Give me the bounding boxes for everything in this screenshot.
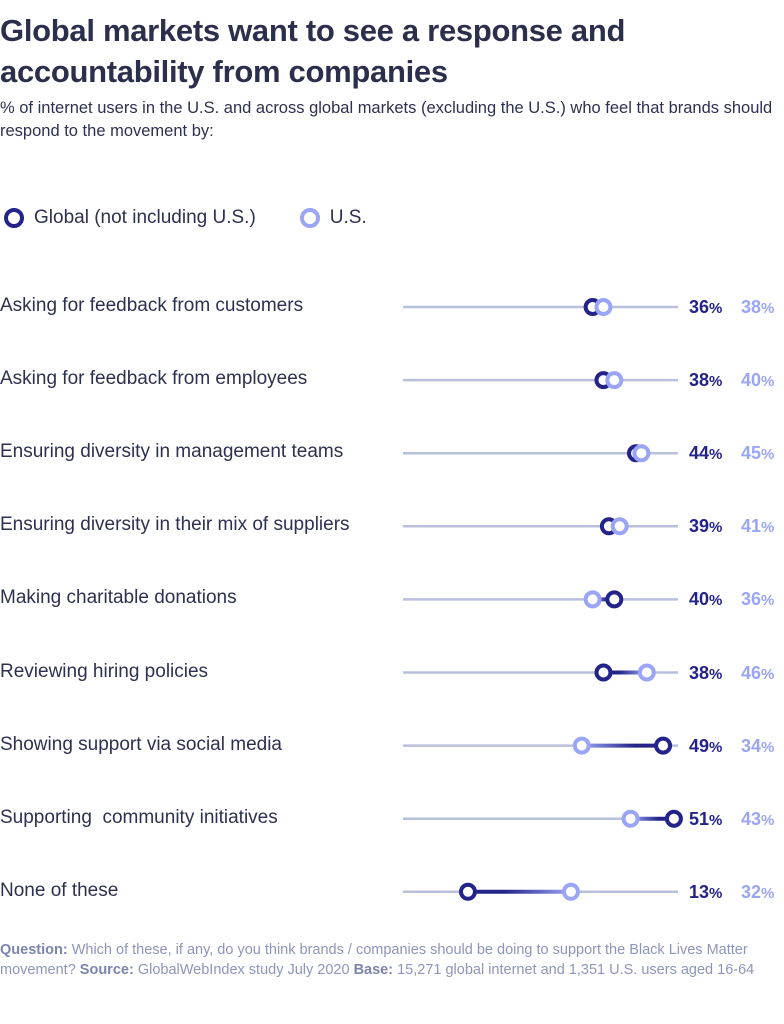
- footer-note: Question: Which of these, if any, do you…: [0, 940, 784, 980]
- percent-sign: %: [761, 738, 775, 756]
- percent-sign: %: [709, 300, 723, 317]
- question-text: Which of these, if any, do you think bra…: [0, 942, 748, 978]
- point-us: [605, 371, 624, 390]
- point-global: [458, 882, 477, 901]
- value-label-global: 38%: [689, 661, 722, 687]
- value-label-us: 40%: [741, 368, 774, 394]
- base-label: Base:: [353, 962, 394, 978]
- category-label: Asking for feedback from employees: [0, 368, 308, 390]
- percent-sign: %: [709, 373, 723, 391]
- value-number: 36: [689, 297, 710, 317]
- percent-sign: %: [761, 884, 775, 902]
- value-label-us: 46%: [741, 661, 774, 687]
- value-label-us: 43%: [741, 807, 774, 833]
- value-label-us: 41%: [741, 514, 774, 540]
- legend-marker-us-icon: [299, 208, 320, 228]
- percent-sign: %: [709, 519, 723, 537]
- value-number: 51: [689, 808, 710, 829]
- value-label-global: 39%: [689, 514, 722, 540]
- value-number: 41: [741, 516, 762, 537]
- value-label-global: 51%: [689, 807, 722, 833]
- value-label-global: 44%: [689, 441, 722, 467]
- point-global: [605, 590, 624, 609]
- value-label-global: 13%: [689, 880, 722, 906]
- value-number: 46: [741, 662, 762, 683]
- category-label: Making charitable donations: [0, 587, 237, 609]
- percent-sign: %: [761, 300, 775, 317]
- base-text: 15,271 global internet and 1,351 U.S. us…: [393, 962, 755, 978]
- value-label-us: 45%: [741, 441, 774, 467]
- chart-subtitle: % of internet users in the U.S. and acro…: [0, 99, 773, 140]
- point-global: [594, 663, 613, 682]
- point-global: [654, 736, 673, 755]
- percent-sign: %: [709, 665, 723, 683]
- legend-item-us: U.S.: [299, 207, 367, 229]
- value-number: 36: [741, 589, 762, 610]
- source-text: GlobalWebIndex study July 2020: [133, 962, 354, 978]
- percent-sign: %: [709, 446, 723, 464]
- value-number: 38: [689, 370, 710, 391]
- value-label-global: 36%: [689, 295, 722, 321]
- legend-marker-global-icon: [4, 208, 24, 228]
- legend-label-global: Global (not including U.S.): [34, 207, 256, 228]
- category-label: Reviewing hiring policies: [0, 660, 209, 682]
- percent-sign: %: [709, 592, 723, 610]
- value-label-us: 36%: [741, 587, 774, 613]
- value-number: 49: [689, 735, 710, 756]
- value-number: 38: [689, 662, 710, 683]
- value-label-us: 34%: [741, 734, 774, 760]
- percent-sign: %: [761, 446, 775, 464]
- percent-sign: %: [709, 738, 723, 756]
- percent-sign: %: [761, 519, 775, 537]
- value-label-us: 32%: [741, 880, 774, 906]
- point-us: [561, 882, 580, 901]
- value-label-global: 49%: [689, 734, 722, 760]
- value-number: 45: [741, 443, 762, 464]
- percent-sign: %: [761, 665, 775, 683]
- value-number: 34: [741, 735, 762, 756]
- point-us: [572, 736, 591, 755]
- point-us: [632, 444, 651, 463]
- point-us: [594, 298, 613, 316]
- percent-sign: %: [709, 884, 723, 902]
- value-number: 40: [689, 589, 710, 610]
- value-number: 38: [741, 297, 762, 317]
- value-label-global: 38%: [689, 368, 722, 394]
- value-label-global: 40%: [689, 587, 722, 613]
- point-global: [664, 809, 683, 828]
- point-us: [610, 517, 629, 536]
- category-label: Showing support via social media: [0, 733, 282, 755]
- source-label: Source:: [79, 962, 134, 978]
- legend: Global (not including U.S.) U.S.: [4, 206, 411, 230]
- value-number: 32: [741, 881, 762, 902]
- value-number: 39: [689, 516, 710, 537]
- question-label: Question:: [0, 942, 68, 958]
- legend-item-global: Global (not including U.S.): [4, 207, 256, 229]
- percent-sign: %: [761, 811, 775, 829]
- percent-sign: %: [761, 592, 775, 610]
- point-us: [637, 663, 656, 682]
- value-number: 43: [741, 808, 762, 829]
- point-us: [583, 590, 602, 609]
- chart-title: Global markets want to see a response an…: [0, 13, 626, 89]
- legend-label-us: U.S.: [329, 207, 367, 228]
- category-label: Asking for feedback from customers: [0, 295, 304, 316]
- category-label: Ensuring diversity in their mix of suppl…: [0, 514, 350, 536]
- percent-sign: %: [761, 373, 775, 391]
- category-label: Ensuring diversity in management teams: [0, 441, 344, 463]
- value-number: 13: [689, 881, 710, 902]
- value-label-us: 38%: [741, 295, 774, 321]
- percent-sign: %: [709, 811, 723, 829]
- category-label: Supporting community initiatives: [0, 806, 278, 828]
- value-number: 44: [689, 443, 710, 464]
- value-number: 40: [741, 370, 762, 391]
- category-label: None of these: [0, 879, 119, 901]
- point-us: [621, 809, 640, 828]
